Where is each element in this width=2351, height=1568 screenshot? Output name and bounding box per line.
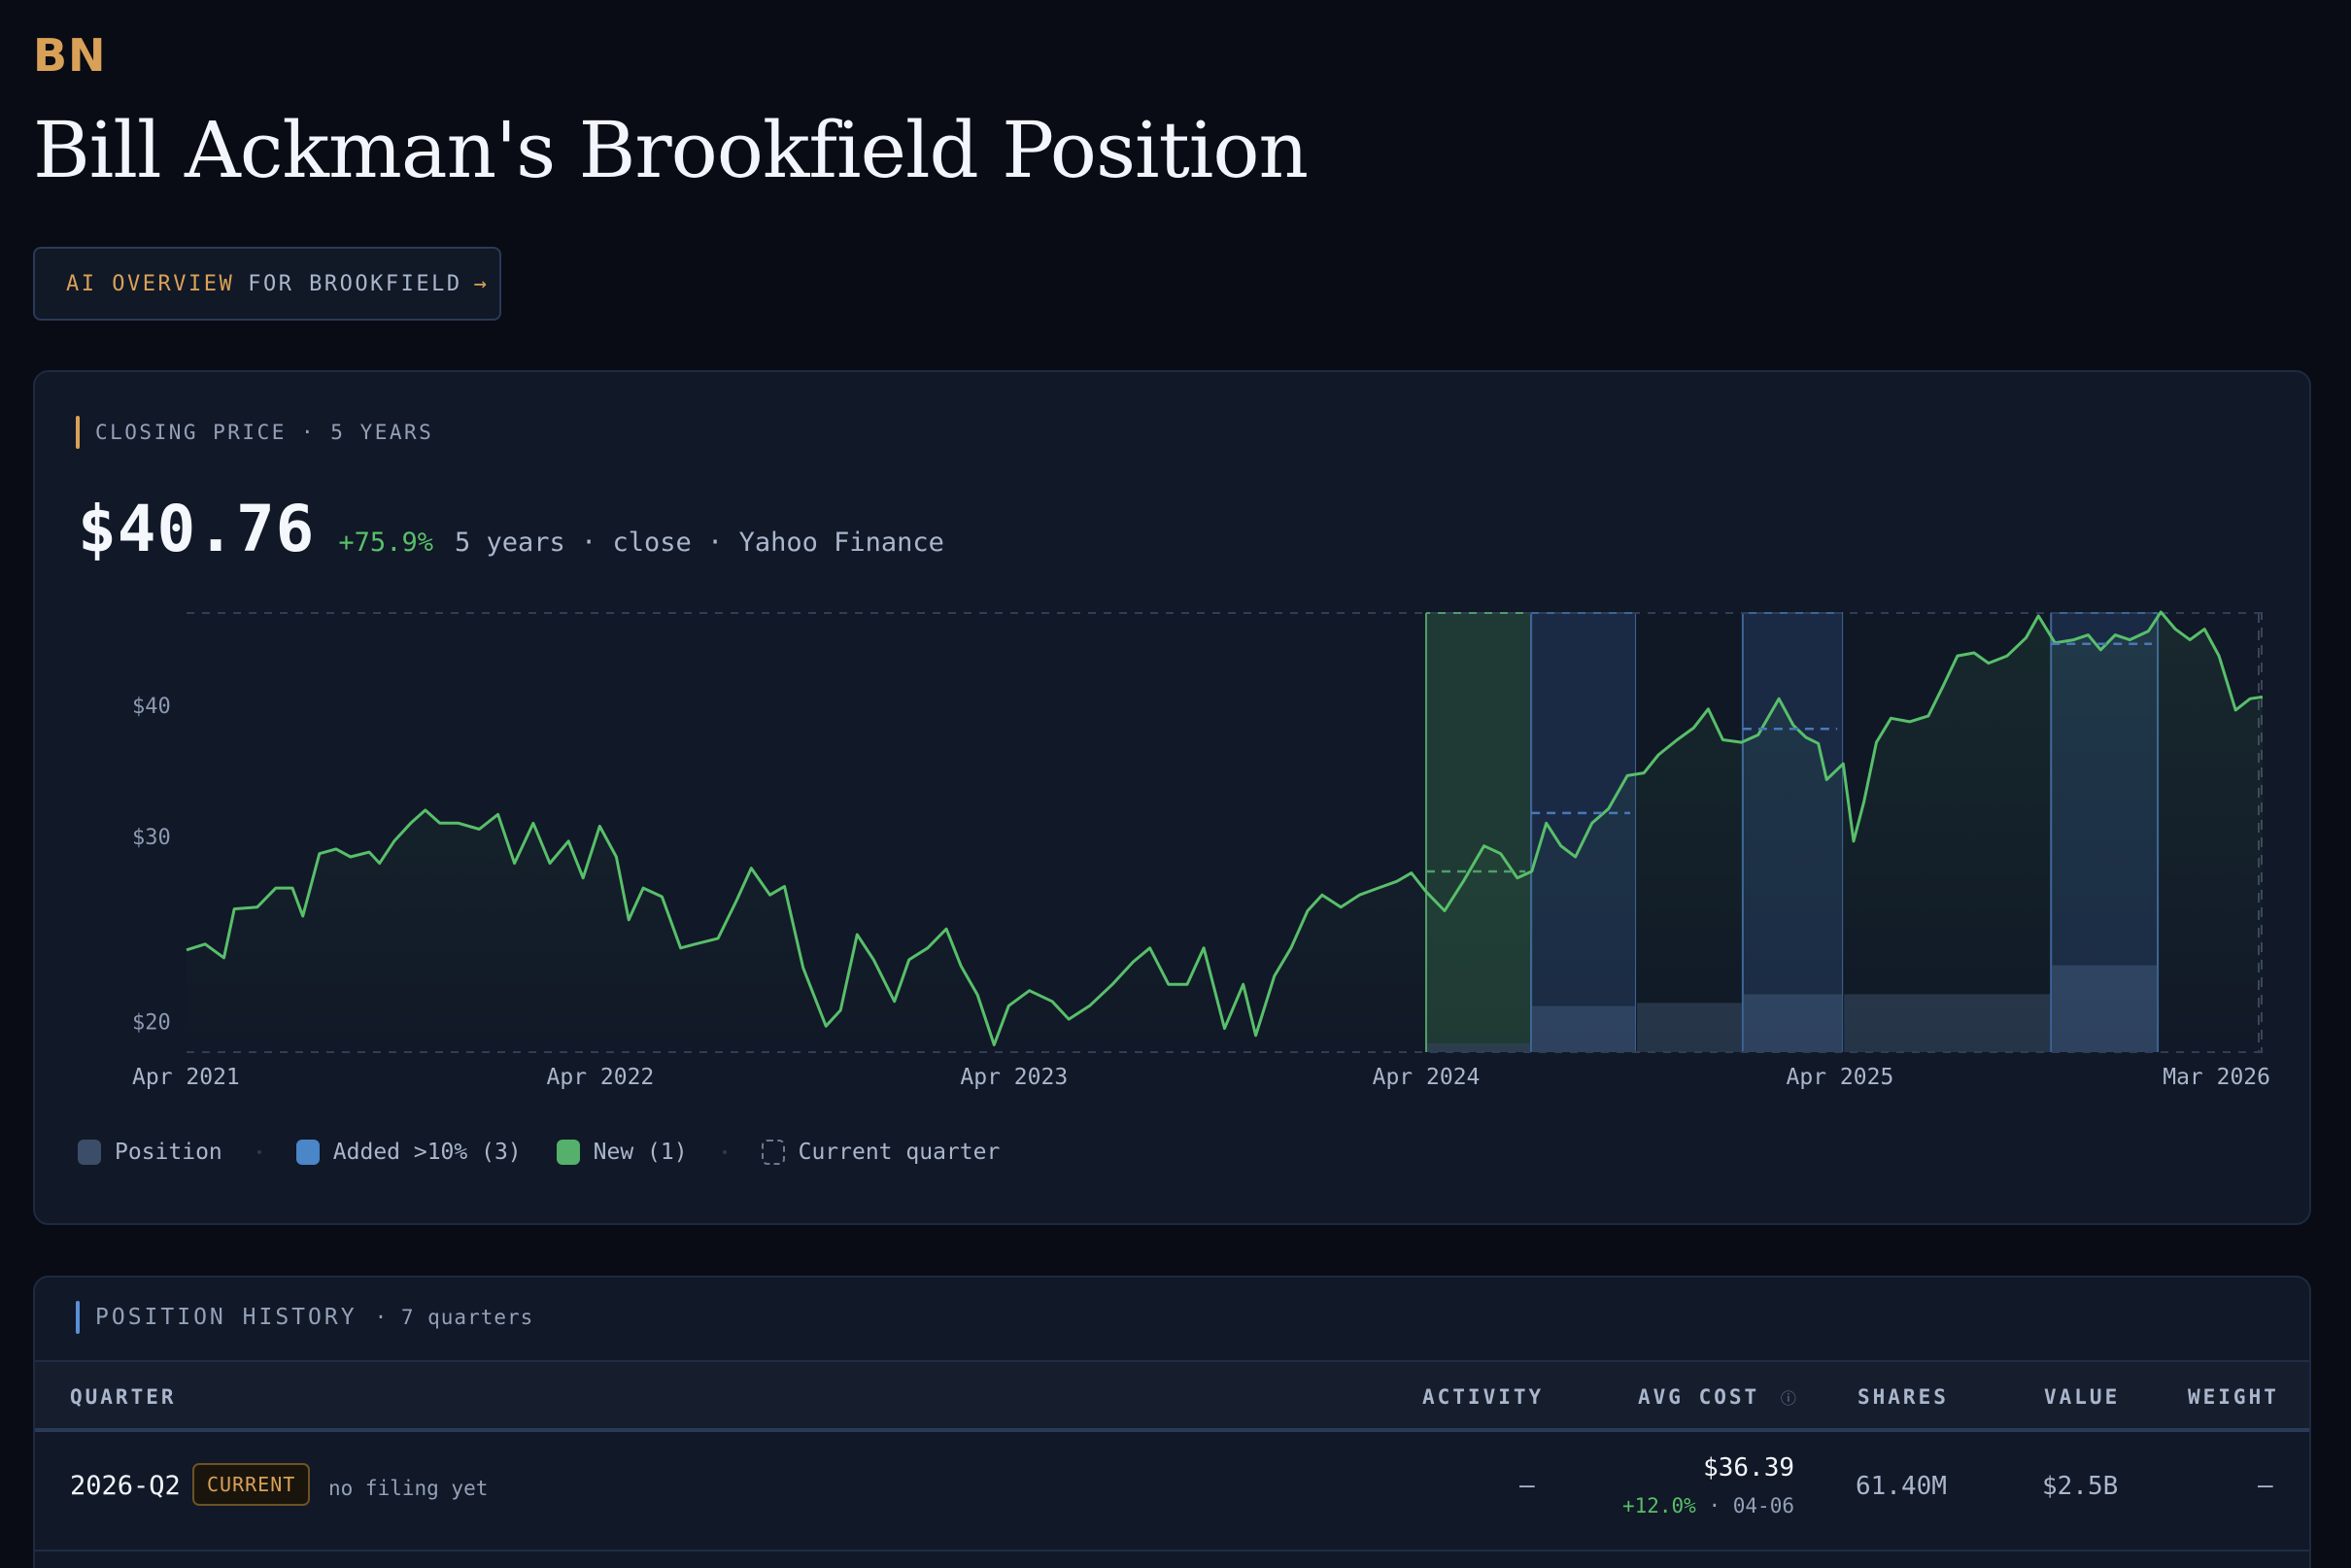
filing-note: no filing yet bbox=[328, 1477, 489, 1500]
x-tick-label: Apr 2021 bbox=[132, 1065, 240, 1090]
y-tick-label: $20 bbox=[132, 1010, 171, 1035]
col-value[interactable]: VALUE bbox=[2044, 1385, 2121, 1409]
table-header: QUARTER ACTIVITY AVG COST ⓘ SHARES VALUE… bbox=[35, 1360, 2309, 1432]
col-activity[interactable]: ACTIVITY bbox=[1422, 1385, 1545, 1409]
current-badge: CURRENT bbox=[192, 1463, 311, 1506]
price-change: +75.9% bbox=[338, 528, 433, 558]
y-tick-label: $30 bbox=[132, 826, 171, 850]
activity-cell: — bbox=[1519, 1471, 1535, 1500]
new-swatch-icon bbox=[556, 1140, 580, 1165]
avg-cost-date: · 04-06 bbox=[1708, 1494, 1794, 1517]
history-label: POSITION HISTORY · 7 quarters bbox=[76, 1301, 533, 1334]
avg-cost-cell: $36.39 bbox=[1703, 1453, 1794, 1483]
history-count: · 7 quarters bbox=[374, 1306, 534, 1329]
ai-overview-button[interactable]: AI OVERVIEW FOR BROOKFIELD → bbox=[33, 247, 501, 321]
price-area bbox=[187, 612, 2263, 1052]
price-meta: 5 years · close · Yahoo Finance bbox=[454, 528, 944, 558]
page-title: Bill Ackman's Brookfield Position bbox=[33, 105, 1309, 195]
ai-overview-subject: FOR BROOKFIELD bbox=[248, 271, 462, 296]
price-chart-card: CLOSING PRICE · 5 YEARS $40.76 +75.9% 5 … bbox=[33, 370, 2311, 1225]
x-tick-label: Apr 2023 bbox=[960, 1065, 1068, 1090]
legend-current-quarter: Current quarter bbox=[761, 1140, 1001, 1165]
current-price: $40.76 bbox=[78, 492, 316, 566]
ticker-symbol: BN bbox=[33, 29, 107, 82]
legend-label: Added >10% (3) bbox=[332, 1140, 522, 1165]
legend-label: New (1) bbox=[593, 1140, 688, 1165]
x-tick-label: Apr 2024 bbox=[1373, 1065, 1481, 1090]
col-shares[interactable]: SHARES bbox=[1857, 1385, 1949, 1409]
legend-separator bbox=[722, 1150, 727, 1154]
position-swatch-icon bbox=[78, 1140, 101, 1165]
arrow-right-icon: → bbox=[473, 271, 490, 296]
price-card-label-text: CLOSING PRICE · 5 YEARS bbox=[95, 421, 434, 444]
legend-label: Position bbox=[115, 1140, 222, 1165]
y-tick-label: $40 bbox=[132, 695, 171, 719]
avg-cost-sub: +12.0% · 04-06 bbox=[1622, 1494, 1794, 1517]
legend-separator bbox=[256, 1150, 261, 1154]
badge-label: CURRENT bbox=[192, 1463, 311, 1506]
current-quarter-swatch-icon bbox=[761, 1140, 785, 1165]
info-icon[interactable]: ⓘ bbox=[1780, 1389, 1799, 1408]
col-quarter[interactable]: QUARTER bbox=[70, 1385, 177, 1409]
chart-legend: Position Added >10% (3) New (1) Current … bbox=[78, 1140, 1000, 1165]
quarter-cell: 2026-Q2 bbox=[70, 1471, 181, 1501]
accent-bar bbox=[76, 416, 80, 449]
x-tick-label: Apr 2025 bbox=[1787, 1065, 1894, 1090]
price-chart[interactable]: $40 $30 $20 Apr 2021 Apr 2022 Apr 2023 Apr 202… bbox=[35, 372, 2313, 1227]
avg-cost-change: +12.0% bbox=[1621, 1494, 1696, 1517]
weight-cell: — bbox=[2258, 1471, 2273, 1500]
legend-added: Added >10% (3) bbox=[295, 1140, 522, 1165]
table-row[interactable]: 2026-Q2 CURRENT no filing yet — $36.39 +… bbox=[35, 1432, 2309, 1551]
x-tick-label: Mar 2026 bbox=[2163, 1065, 2270, 1090]
value-cell: $2.5B bbox=[2042, 1472, 2119, 1501]
legend-position: Position bbox=[78, 1140, 222, 1165]
shares-cell: 61.40M bbox=[1856, 1472, 1947, 1501]
col-avg-cost-label: AVG COST bbox=[1638, 1385, 1760, 1409]
position-history-card: POSITION HISTORY · 7 quarters QUARTER AC… bbox=[33, 1276, 2311, 1568]
legend-label: Current quarter bbox=[798, 1140, 1001, 1165]
price-summary: $40.76 +75.9% 5 years · close · Yahoo Fi… bbox=[78, 492, 944, 566]
col-weight[interactable]: WEIGHT bbox=[2188, 1385, 2279, 1409]
price-line[interactable] bbox=[186, 610, 2264, 1046]
accent-bar bbox=[76, 1301, 80, 1334]
history-label-text: POSITION HISTORY bbox=[95, 1305, 358, 1330]
legend-new: New (1) bbox=[556, 1140, 688, 1165]
added-swatch-icon bbox=[295, 1140, 320, 1165]
ai-overview-label: AI OVERVIEW bbox=[66, 271, 235, 296]
price-card-label: CLOSING PRICE · 5 YEARS bbox=[76, 416, 433, 449]
x-tick-label: Apr 2022 bbox=[547, 1065, 655, 1090]
col-avg-cost[interactable]: AVG COST ⓘ bbox=[1638, 1385, 1799, 1409]
